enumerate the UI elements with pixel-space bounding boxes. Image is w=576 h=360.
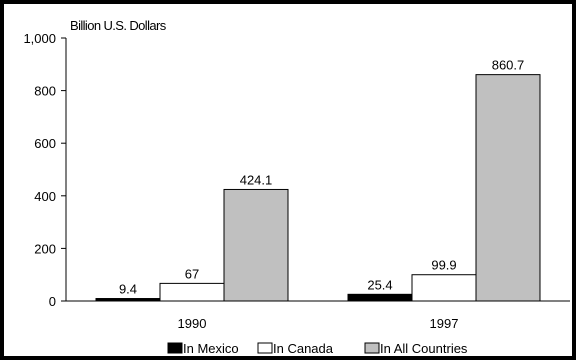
y-tick-label: 400 [34, 189, 56, 204]
bar-canada [159, 282, 225, 302]
legend-label: In All Countries [380, 341, 468, 356]
bar-all-countries [223, 188, 289, 302]
bar-all-countries [475, 74, 541, 302]
y-tick-label: 800 [34, 84, 56, 99]
data-label: 424.1 [240, 172, 273, 187]
y-tick-label: 600 [34, 136, 56, 151]
legend-swatch [257, 342, 273, 354]
legend-swatch [364, 342, 380, 354]
legend-swatch [167, 342, 183, 354]
y-tick-label: 0 [49, 294, 56, 309]
legend-label: In Mexico [183, 341, 239, 356]
y-axis: 0 200 400 600 800 1,000 [23, 31, 67, 309]
bar-canada [411, 274, 477, 302]
bars: 9.4 67 424.1 25.4 99.9 860.7 [95, 58, 541, 302]
legend: In Mexico In Canada In All Countries [167, 341, 468, 356]
x-tick-label: 1997 [430, 316, 459, 331]
bar-mexico [347, 293, 413, 302]
y-tick-label: 1,000 [23, 31, 56, 46]
y-tick-label: 200 [34, 241, 56, 256]
data-label: 9.4 [119, 282, 137, 297]
data-label: 67 [185, 266, 199, 281]
x-tick-label: 1990 [178, 316, 207, 331]
data-label: 860.7 [492, 58, 525, 73]
legend-label: In Canada [273, 341, 334, 356]
data-label: 25.4 [367, 277, 392, 292]
y-axis-label: Billion U.S. Dollars [70, 18, 167, 33]
x-axis: 1990 1997 [66, 300, 570, 331]
data-label: 99.9 [431, 258, 456, 273]
